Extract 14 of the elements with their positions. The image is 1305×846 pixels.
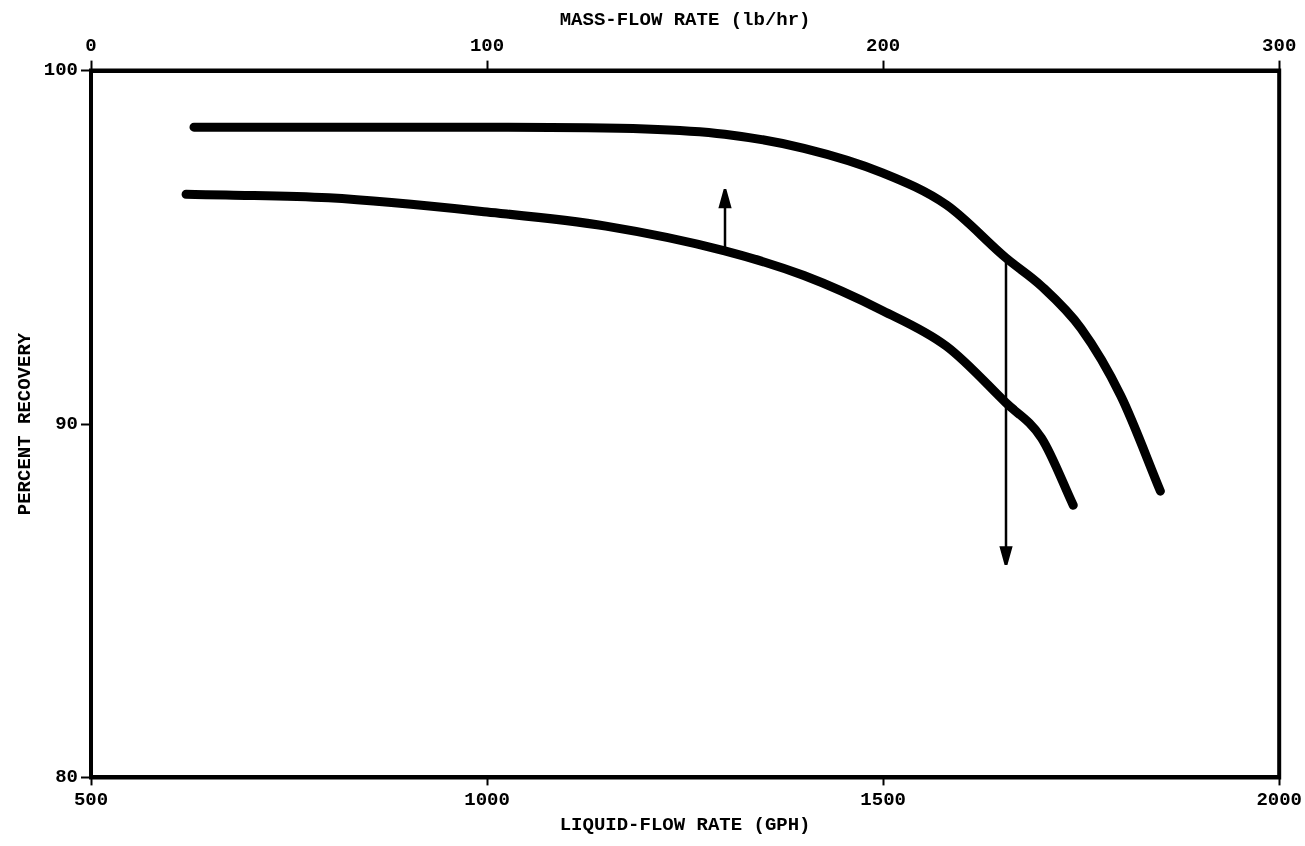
x-tick-label: 1000 (464, 788, 510, 811)
x2-tick-label: 0 (85, 34, 97, 57)
x-tick-label: 500 (73, 788, 109, 811)
x2-tick-label: 200 (866, 34, 901, 57)
y-tick-label: 80 (55, 766, 79, 789)
x2-tick-label: 300 (1262, 34, 1297, 57)
x-tick-label: 2000 (1256, 788, 1302, 811)
y-axis-title: PERCENT RECOVERY (14, 332, 37, 516)
x-axis-title: LIQUID-FLOW RATE (GPH) (559, 814, 811, 837)
y-tick-label: 100 (43, 59, 79, 82)
x-tick-label: 1500 (860, 788, 906, 811)
x2-axis-title: MASS-FLOW RATE (lb/hr) (559, 9, 811, 32)
y-tick-label: 90 (55, 412, 79, 435)
x2-tick-label: 100 (469, 34, 505, 57)
